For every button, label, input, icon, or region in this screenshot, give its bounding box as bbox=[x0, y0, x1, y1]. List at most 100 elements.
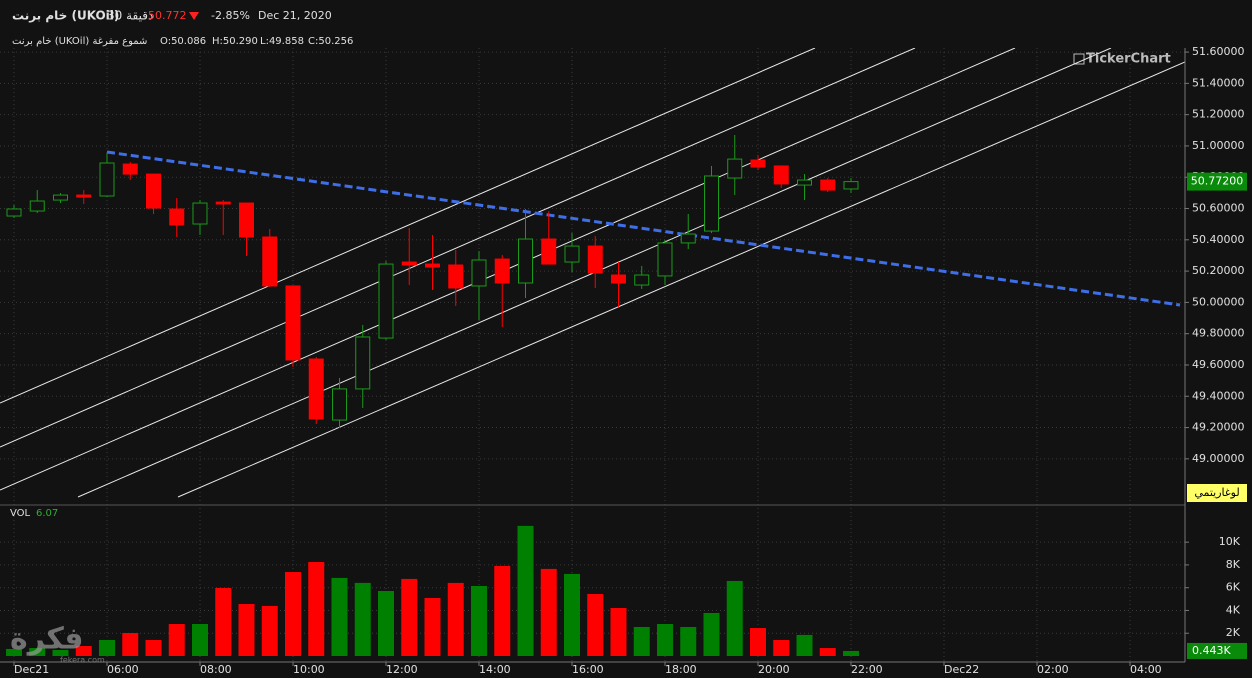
brand-icon bbox=[1073, 53, 1085, 65]
volume-title: VOL bbox=[10, 508, 31, 519]
x-tick-label: Dec22 bbox=[944, 663, 979, 676]
x-tick-label: 16:00 bbox=[572, 663, 604, 676]
volume-label: 0.443K bbox=[1192, 644, 1231, 657]
candle-body bbox=[448, 264, 464, 289]
candle-body bbox=[52, 194, 68, 201]
volume-bar bbox=[424, 597, 441, 656]
candle-body bbox=[750, 159, 766, 168]
candle-body bbox=[355, 336, 371, 390]
candle-body bbox=[29, 200, 45, 212]
channel-line bbox=[0, 48, 816, 404]
candle-body bbox=[703, 175, 719, 232]
channel-line bbox=[0, 48, 916, 448]
volume-bar bbox=[796, 634, 813, 656]
y-tick-label: 49.00000 bbox=[1192, 452, 1245, 465]
trend-line bbox=[106, 150, 1181, 307]
channel-line bbox=[177, 61, 1185, 498]
candle-body bbox=[145, 173, 161, 209]
candle-body bbox=[587, 245, 603, 274]
volume-bar bbox=[354, 582, 371, 656]
volume-bar bbox=[75, 645, 92, 656]
volume-bar bbox=[145, 639, 162, 656]
y-tick-label: 50.00000 bbox=[1192, 295, 1245, 308]
volume-bar bbox=[749, 627, 766, 656]
x-tick-label: 06:00 bbox=[107, 663, 139, 676]
candle-body bbox=[308, 358, 324, 420]
volume-bar bbox=[773, 639, 790, 656]
volume-bar bbox=[238, 603, 255, 656]
volume-bar bbox=[587, 593, 604, 656]
y-tick-label: 49.60000 bbox=[1192, 358, 1245, 371]
log-button-label[interactable]: لوغاريتمي bbox=[1194, 486, 1239, 499]
log-button[interactable] bbox=[1187, 484, 1247, 502]
down-arrow bbox=[189, 12, 199, 20]
volume-bar bbox=[563, 573, 580, 656]
x-tick-label: 04:00 bbox=[1130, 663, 1162, 676]
x-tick-label: 22:00 bbox=[851, 663, 883, 676]
candle-body bbox=[76, 194, 92, 198]
y-tick-label: 2K bbox=[1226, 626, 1241, 639]
volume-bar bbox=[215, 587, 232, 656]
volume-label-box bbox=[1187, 642, 1247, 659]
candle-body bbox=[494, 258, 510, 284]
volume-bar bbox=[29, 648, 46, 656]
candle-body bbox=[471, 259, 487, 287]
candle-body bbox=[6, 208, 22, 217]
marks: 49.00000 49.20000 49.40000 49.60000 49.80000… bbox=[5, 45, 1247, 676]
candle-body bbox=[843, 181, 859, 190]
volume-bar bbox=[540, 568, 557, 656]
volume-bar bbox=[819, 648, 836, 656]
candle-body bbox=[541, 238, 557, 265]
change: -2.85% bbox=[211, 9, 250, 22]
y-tick-label: 51.00000 bbox=[1192, 139, 1245, 152]
volume-bar bbox=[191, 624, 208, 656]
volume-bar bbox=[122, 633, 139, 656]
x-tick-label: 20:00 bbox=[758, 663, 790, 676]
interval: 30 دقيقة bbox=[107, 9, 153, 23]
instrument: خام برنت (UKOil) bbox=[12, 9, 119, 24]
y-tick-label: 49.80000 bbox=[1192, 327, 1245, 340]
volume-bar bbox=[470, 585, 487, 656]
volume-bar bbox=[52, 649, 69, 656]
volume-bar bbox=[168, 624, 185, 656]
volume-bar bbox=[377, 590, 394, 656]
candle-body bbox=[634, 274, 650, 286]
candle-body bbox=[331, 388, 347, 421]
candle-body bbox=[564, 245, 580, 263]
candle-body bbox=[680, 233, 696, 244]
y-tick-label: 51.20000 bbox=[1192, 108, 1245, 121]
volume-bar bbox=[726, 580, 743, 656]
last-price: 50.772 bbox=[148, 9, 187, 22]
volume-bar bbox=[842, 650, 859, 656]
candle-body bbox=[262, 236, 278, 287]
y-tick-label: 50.20000 bbox=[1192, 264, 1245, 277]
last-price-label: 50.77200 bbox=[1191, 175, 1244, 188]
candle-body bbox=[99, 162, 115, 197]
candle-body bbox=[657, 242, 673, 277]
y-tick-label: 4K bbox=[1226, 603, 1241, 616]
volume-bar bbox=[517, 525, 534, 656]
date: Dec 21, 2020 bbox=[258, 9, 332, 22]
x-tick-label: Dec21 bbox=[14, 663, 49, 676]
ohlc-close: C:50.256 bbox=[308, 36, 353, 47]
volume-bar bbox=[633, 626, 650, 656]
x-tick-label: 18:00 bbox=[665, 663, 697, 676]
volume-subtitle: 6.07 bbox=[36, 508, 58, 519]
volume-bar bbox=[494, 565, 511, 656]
y-tick-label: 50.40000 bbox=[1192, 233, 1245, 246]
volume-bar bbox=[401, 578, 418, 656]
last-price-box bbox=[1187, 172, 1247, 191]
volume-bar bbox=[447, 582, 464, 656]
volume-bar bbox=[656, 624, 673, 656]
y-tick-label: 49.40000 bbox=[1192, 389, 1245, 402]
x-tick-label: 02:00 bbox=[1037, 663, 1069, 676]
candle-body bbox=[424, 263, 440, 268]
x-tick-label: 12:00 bbox=[386, 663, 418, 676]
volume-bar bbox=[5, 648, 22, 656]
candle-body bbox=[215, 201, 231, 205]
candle-body bbox=[122, 163, 138, 175]
candle-body bbox=[517, 238, 533, 284]
ohlc-high: H:50.290 bbox=[212, 36, 258, 47]
volume-bar bbox=[703, 612, 720, 656]
